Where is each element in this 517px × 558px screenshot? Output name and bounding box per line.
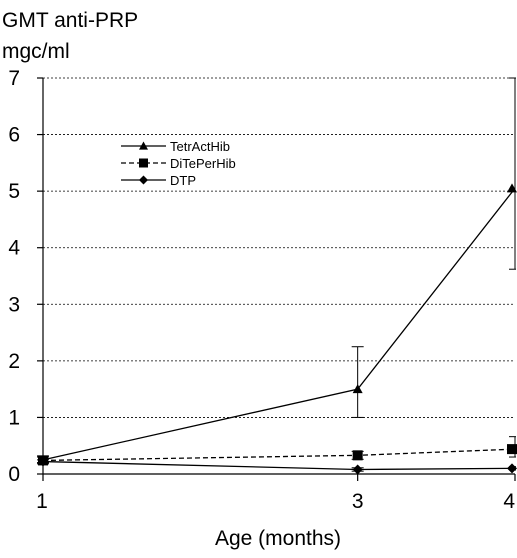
legend-label-dtp: DTP	[170, 173, 196, 188]
legend-label-diteperhib: DiTePerHib	[170, 156, 236, 171]
legend-marker-diteperhib	[139, 158, 148, 168]
y-tick-label-2: 2	[8, 350, 20, 373]
y-tick-label-4: 4	[8, 237, 20, 260]
y-tick-label-6: 6	[8, 124, 20, 147]
y-tick-label-5: 5	[8, 180, 20, 203]
legend-entry-tetracthib: TetrActHib	[121, 139, 230, 154]
point-tetracthib-3	[352, 384, 363, 394]
y-axis-label-line-1: GMT anti-PRP	[2, 9, 138, 32]
point-dtp-4	[507, 463, 517, 474]
legend: TetrActHib DiTePerHib DTP	[121, 139, 236, 188]
series-line-dtp	[42, 460, 516, 471]
point-dtp-3	[352, 464, 363, 475]
legend-marker-tetracthib	[139, 141, 148, 150]
y-tick-label-0: 0	[8, 463, 20, 486]
error-bar-tetracthib-4	[509, 77, 516, 270]
legend-marker-dtp	[139, 175, 148, 185]
y-tick-label-1: 1	[8, 406, 20, 429]
axes	[37, 77, 516, 481]
x-tick-label-3: 3	[352, 490, 364, 513]
point-tetracthib-4	[507, 183, 517, 193]
legend-label-tetracthib: TetrActHib	[170, 139, 230, 154]
legend-entry-dtp: DTP	[121, 173, 196, 188]
error-bar-tetracthib-3	[351, 346, 364, 418]
y-tick-label-3: 3	[8, 293, 20, 316]
gridlines	[43, 77, 515, 418]
y-tick-label-7: 7	[8, 67, 20, 90]
x-axis-label: Age (months)	[215, 527, 341, 550]
y-axis-label-line-2: mgc/ml	[2, 40, 70, 63]
point-diteperhib-3	[352, 450, 363, 461]
series-line-tetracthib	[42, 187, 516, 461]
error-bars	[37, 77, 516, 472]
x-tick-label-1: 1	[36, 490, 48, 513]
x-tick-label-4: 4	[503, 490, 515, 513]
point-dtp-1	[38, 456, 48, 467]
series-markers	[38, 183, 517, 475]
series-lines	[42, 187, 516, 471]
point-diteperhib-4	[507, 444, 517, 455]
legend-entry-diteperhib: DiTePerHib	[121, 156, 236, 171]
series-line-diteperhib	[42, 448, 516, 462]
